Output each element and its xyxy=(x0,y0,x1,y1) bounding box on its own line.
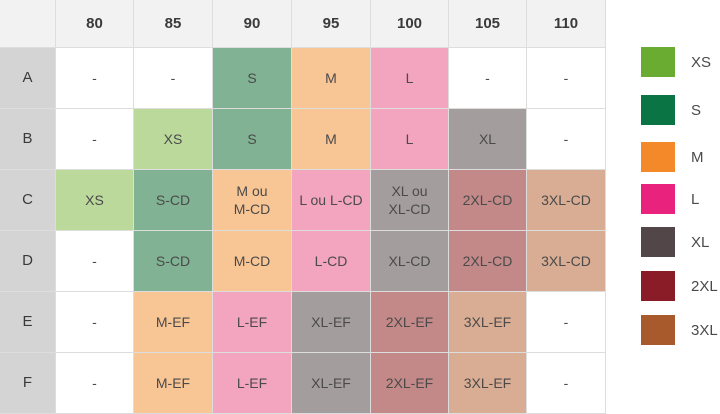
size-cell-C-80: XS xyxy=(56,170,133,230)
size-cell-D-95: L-CD xyxy=(292,231,370,291)
size-cell-F-80: - xyxy=(56,353,133,413)
legend-swatch-s xyxy=(641,95,675,125)
size-cell-D-105: 2XL-CD xyxy=(449,231,526,291)
legend-label-l: L xyxy=(691,191,700,208)
size-cell-F-90: L-EF xyxy=(213,353,291,413)
size-cell-F-85: M-EF xyxy=(134,353,212,413)
legend-item-m: M xyxy=(641,142,704,172)
size-cell-B-90: S xyxy=(213,109,291,169)
legend-swatch-xl xyxy=(641,227,675,257)
size-cell-D-100: XL-CD xyxy=(371,231,448,291)
legend-swatch-m xyxy=(641,142,675,172)
size-cell-B-110: - xyxy=(527,109,605,169)
legend-label-s: S xyxy=(691,102,702,119)
column-header-85: 85 xyxy=(134,0,212,47)
size-cell-D-110: 3XL-CD xyxy=(527,231,605,291)
legend-label-xl: XL xyxy=(691,234,710,251)
size-cell-A-85: - xyxy=(134,48,212,108)
size-cell-C-105: 2XL-CD xyxy=(449,170,526,230)
column-header-95: 95 xyxy=(292,0,370,47)
size-cell-A-80: - xyxy=(56,48,133,108)
size-cell-C-110: 3XL-CD xyxy=(527,170,605,230)
size-cell-B-95: M xyxy=(292,109,370,169)
legend-label-m: M xyxy=(691,149,704,166)
size-cell-E-95: XL-EF xyxy=(292,292,370,352)
size-cell-A-105: - xyxy=(449,48,526,108)
size-cell-F-95: XL-EF xyxy=(292,353,370,413)
size-cell-B-80: - xyxy=(56,109,133,169)
legend-label-2xl: 2XL xyxy=(691,278,718,295)
size-cell-A-110: - xyxy=(527,48,605,108)
legend-item-xl: XL xyxy=(641,227,709,257)
size-cell-F-100: 2XL-EF xyxy=(371,353,448,413)
size-cell-A-100: L xyxy=(371,48,448,108)
size-cell-E-105: 3XL-EF xyxy=(449,292,526,352)
size-cell-C-90: M ou M-CD xyxy=(213,170,291,230)
size-cell-B-85: XS xyxy=(134,109,212,169)
size-cell-F-105: 3XL-EF xyxy=(449,353,526,413)
legend-label-xs: XS xyxy=(691,54,712,71)
row-header-E: E xyxy=(0,292,55,352)
table-corner xyxy=(0,0,55,47)
column-header-90: 90 xyxy=(213,0,291,47)
column-header-110: 110 xyxy=(527,0,605,47)
legend-swatch-3xl xyxy=(641,315,675,345)
size-cell-E-110: - xyxy=(527,292,605,352)
row-header-F: F xyxy=(0,353,55,413)
size-cell-E-80: - xyxy=(56,292,133,352)
size-cell-B-100: L xyxy=(371,109,448,169)
size-cell-E-85: M-EF xyxy=(134,292,212,352)
column-header-80: 80 xyxy=(56,0,133,47)
size-cell-C-100: XL ou XL-CD xyxy=(371,170,448,230)
legend-swatch-l xyxy=(641,184,675,214)
size-cell-C-85: S-CD xyxy=(134,170,212,230)
size-cell-A-95: M xyxy=(292,48,370,108)
legend-swatch-xs xyxy=(641,47,675,77)
row-header-A: A xyxy=(0,48,55,108)
legend-swatch-2xl xyxy=(641,271,675,301)
column-header-105: 105 xyxy=(449,0,526,47)
row-header-C: C xyxy=(0,170,55,230)
legend-label-3xl: 3XL xyxy=(691,322,718,339)
legend-item-s: S xyxy=(641,95,701,125)
size-chart-table: 80 85 90 95 100 105 110 A - - S M L - - B - XS S M L XL - C XS S-… xyxy=(0,0,606,414)
legend-item-2xl: 2XL xyxy=(641,271,718,301)
size-cell-D-85: S-CD xyxy=(134,231,212,291)
legend-item-xs: XS xyxy=(641,47,711,77)
legend-item-3xl: 3XL xyxy=(641,315,718,345)
size-cell-A-90: S xyxy=(213,48,291,108)
size-cell-E-100: 2XL-EF xyxy=(371,292,448,352)
size-cell-D-80: - xyxy=(56,231,133,291)
size-cell-B-105: XL xyxy=(449,109,526,169)
row-header-B: B xyxy=(0,109,55,169)
size-cell-E-90: L-EF xyxy=(213,292,291,352)
size-cell-F-110: - xyxy=(527,353,605,413)
row-header-D: D xyxy=(0,231,55,291)
column-header-100: 100 xyxy=(371,0,448,47)
size-cell-D-90: M-CD xyxy=(213,231,291,291)
size-cell-C-95: L ou L-CD xyxy=(292,170,370,230)
legend-item-l: L xyxy=(641,184,699,214)
